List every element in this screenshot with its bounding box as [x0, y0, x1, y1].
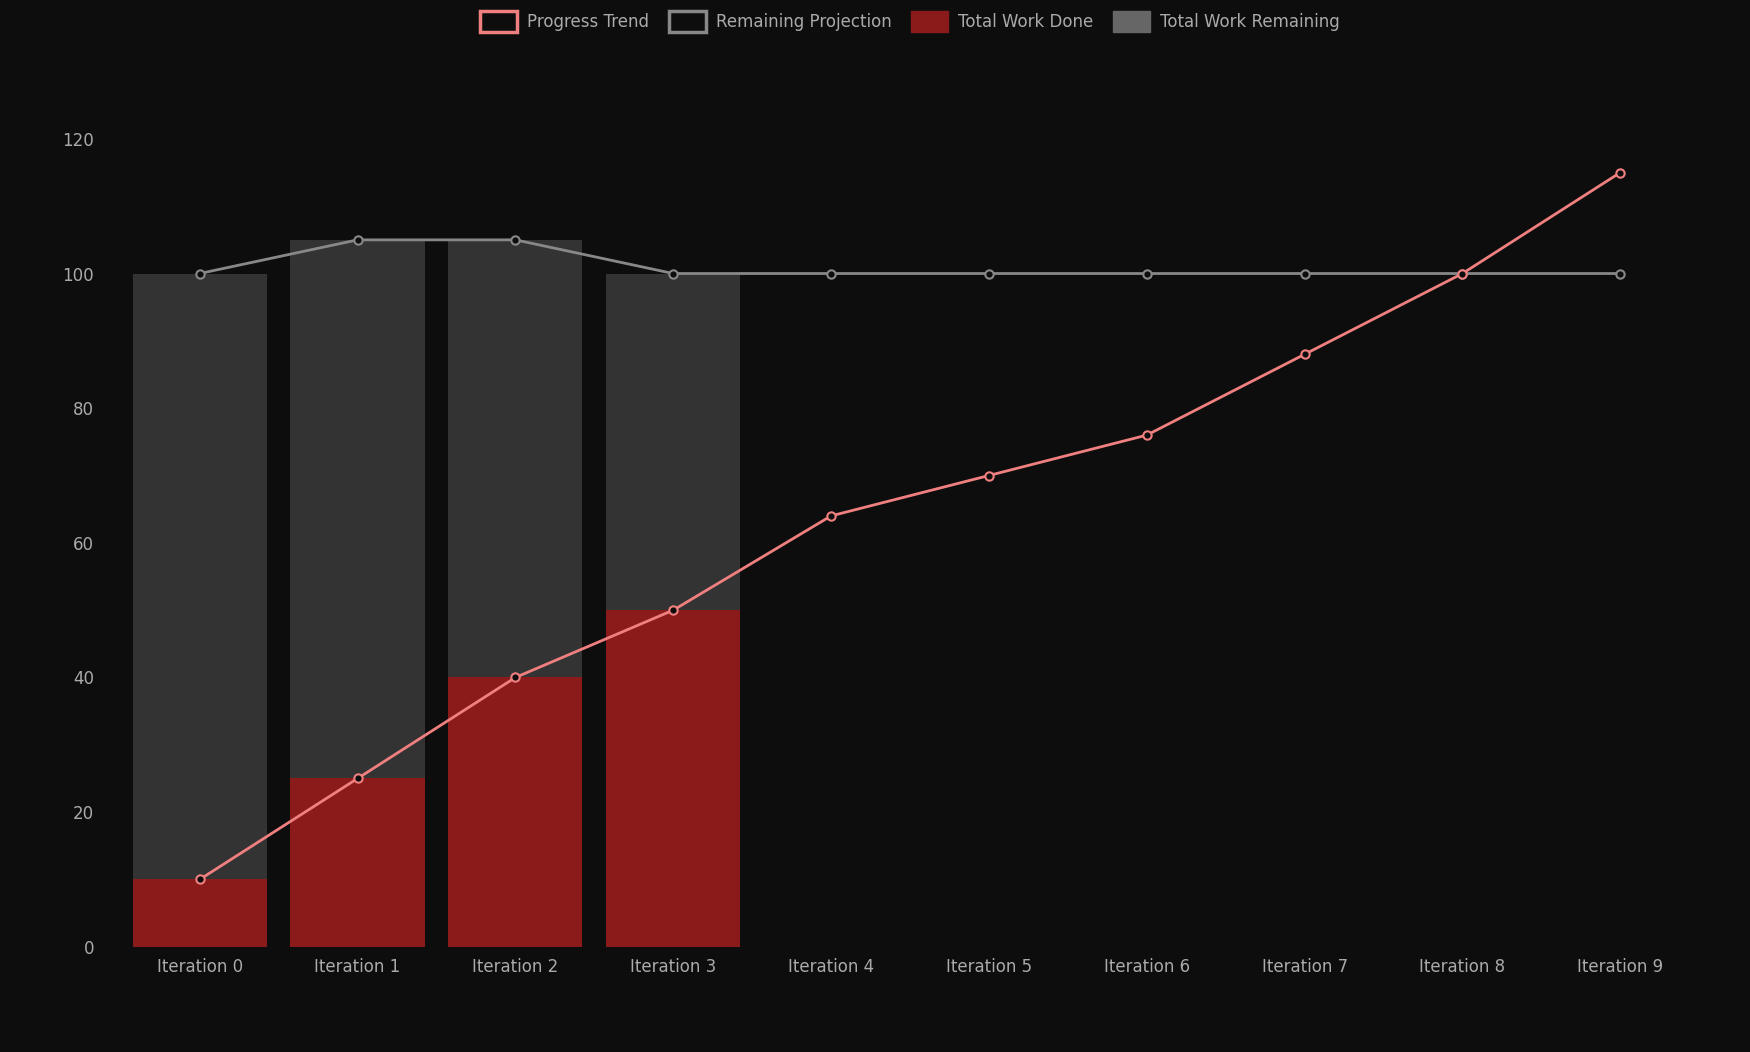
- Bar: [448, 677, 583, 947]
- Bar: [448, 240, 583, 677]
- Bar: [290, 778, 425, 947]
- Bar: [290, 240, 425, 778]
- Legend: Progress Trend, Remaining Projection, Total Work Done, Total Work Remaining: Progress Trend, Remaining Projection, To…: [474, 4, 1346, 39]
- Bar: [606, 274, 740, 610]
- Bar: [606, 610, 740, 947]
- Bar: [133, 879, 266, 947]
- Bar: [133, 274, 266, 879]
